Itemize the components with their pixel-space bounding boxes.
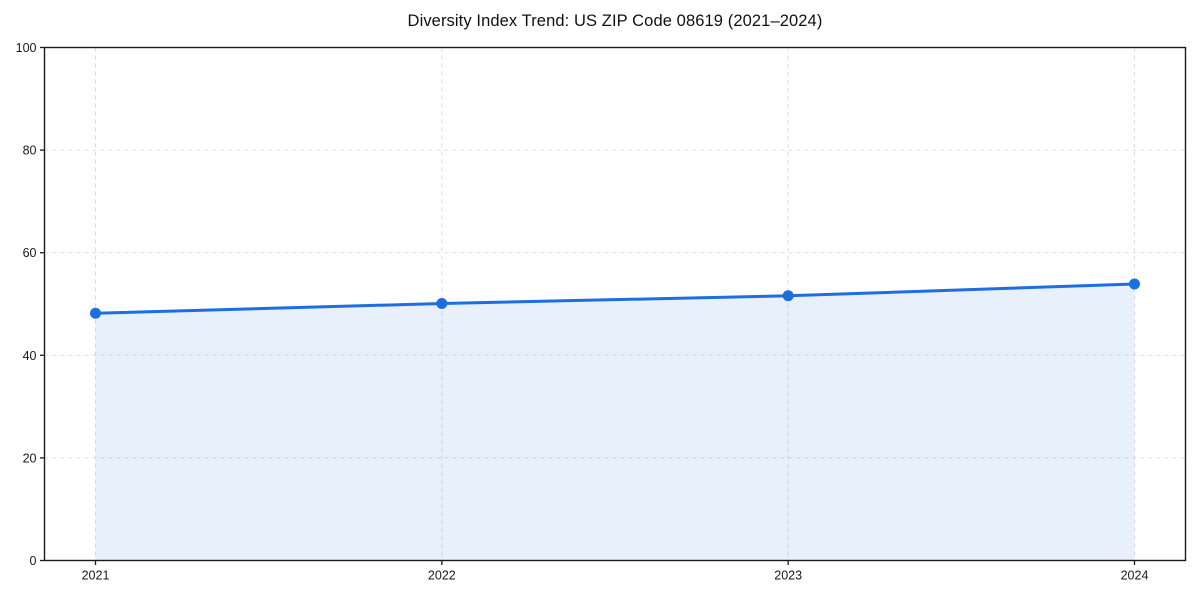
x-tick-label-2021: 2021: [82, 569, 110, 583]
y-tick-label-80: 80: [23, 144, 37, 158]
data-point-2021: [90, 307, 101, 319]
y-tick-label-20: 20: [23, 451, 37, 465]
plot-border: [43, 46, 1187, 562]
y-tick-label-100: 100: [16, 41, 37, 55]
x-tick-label-2024: 2024: [1121, 569, 1149, 583]
data-point-2023: [782, 290, 794, 302]
chart-title: Diversity Index Trend: US ZIP Code 08619…: [407, 12, 823, 30]
data-point-2022: [436, 297, 448, 309]
trend-line: [94, 282, 1136, 315]
y-tick-label-60: 60: [23, 246, 37, 260]
y-tick-label-0: 0: [30, 554, 37, 568]
x-tick-label-2023: 2023: [774, 569, 802, 583]
axis-layer: 0 20 40 60 80 100 2021 2022 2023 2024: [16, 41, 1187, 583]
data-point-2024: [1129, 278, 1140, 290]
y-tick-label-40: 40: [23, 349, 37, 363]
series-layer: [90, 278, 1140, 561]
area-fill: [95, 283, 1135, 561]
x-tick-label-2022: 2022: [428, 569, 456, 583]
